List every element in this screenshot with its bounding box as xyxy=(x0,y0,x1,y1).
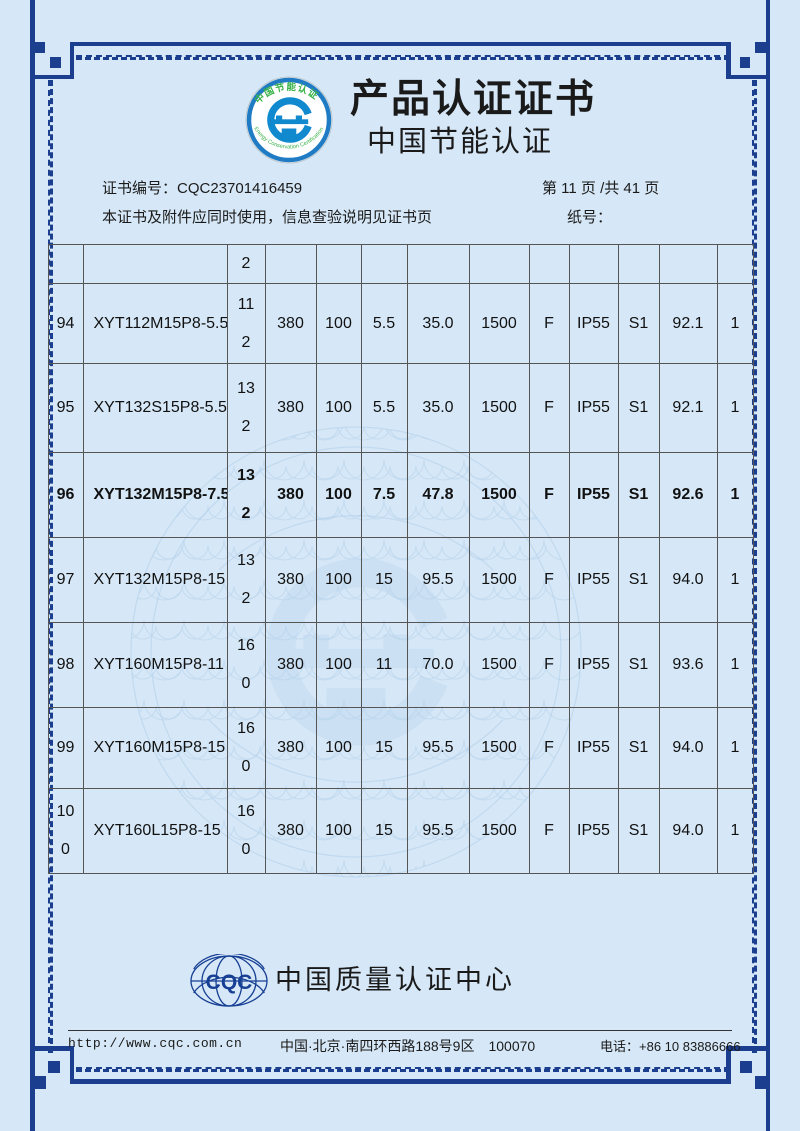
svg-text:CQC: CQC xyxy=(206,971,253,994)
